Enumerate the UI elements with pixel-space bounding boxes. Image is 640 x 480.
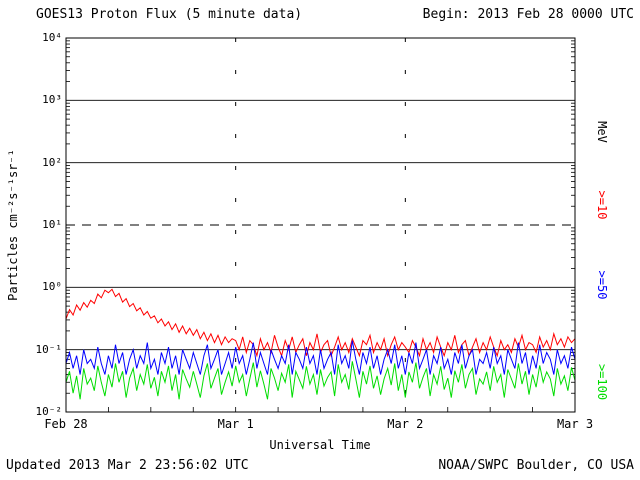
right-axis-label-100: >=100 [595,363,609,401]
y-tick-label: 10⁰ [42,280,62,294]
y-tick-label: 10¹ [42,218,62,231]
data-source-label: NOAA/SWPC Boulder, CO USA [438,458,634,473]
right-axis-label-50: >=50 [595,270,609,300]
x-tick-label: Mar 3 [556,417,594,431]
right-axis-label-MeV: MeV [595,121,609,143]
chart-title: GOES13 Proton Flux (5 minute data) [36,7,303,22]
x-tick-label: Feb 28 [44,417,88,431]
y-tick-label: 10⁻¹ [35,342,63,356]
begin-time-label: Begin: 2013 Feb 28 0000 UTC [422,7,634,22]
y-axis-title: Particles cm⁻²s⁻¹sr⁻¹ [6,149,20,301]
y-tick-label: 10³ [42,93,62,107]
y-tick-label: 10⁴ [42,31,62,44]
y-tick-label: 10² [42,155,62,169]
right-axis-label-10: >=10 [595,190,609,220]
series-line-1 [65,340,576,375]
x-tick-label: Mar 1 [217,417,254,431]
y-tick-label: 10⁻² [35,405,63,418]
series-line-0 [65,288,576,358]
x-axis-title: Universal Time [269,438,371,452]
series-line-2 [65,361,576,400]
updated-timestamp: Updated 2013 Mar 2 23:56:02 UTC [6,458,249,473]
x-tick-label: Mar 2 [387,417,424,431]
plot-border [65,37,576,413]
